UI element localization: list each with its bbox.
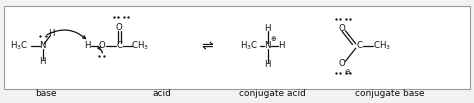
Text: O: O xyxy=(116,23,123,32)
Text: H: H xyxy=(264,24,271,33)
Text: N: N xyxy=(264,42,271,50)
Text: O: O xyxy=(338,24,345,33)
Text: ⊕: ⊕ xyxy=(271,36,276,42)
Text: conjugate acid: conjugate acid xyxy=(239,89,306,98)
Text: H$_3$C: H$_3$C xyxy=(240,40,258,52)
Text: O: O xyxy=(338,59,345,68)
Text: C: C xyxy=(356,42,363,50)
Text: N: N xyxy=(40,42,46,50)
Text: C: C xyxy=(116,42,122,50)
Text: O: O xyxy=(99,42,105,50)
Text: H: H xyxy=(279,42,285,50)
Text: H: H xyxy=(40,57,46,66)
Text: H$_3$C: H$_3$C xyxy=(10,40,28,52)
Text: base: base xyxy=(36,89,57,98)
Text: H: H xyxy=(264,60,271,69)
Text: H: H xyxy=(48,29,55,38)
Text: acid: acid xyxy=(152,89,171,98)
Text: H: H xyxy=(84,42,91,50)
Text: $\rightleftharpoons$: $\rightleftharpoons$ xyxy=(199,39,214,53)
Text: CH$_3$: CH$_3$ xyxy=(131,40,149,52)
Text: ⊖: ⊖ xyxy=(345,68,350,75)
Text: CH$_3$: CH$_3$ xyxy=(373,40,391,52)
Bar xyxy=(4,6,470,89)
Text: conjugate base: conjugate base xyxy=(356,89,425,98)
